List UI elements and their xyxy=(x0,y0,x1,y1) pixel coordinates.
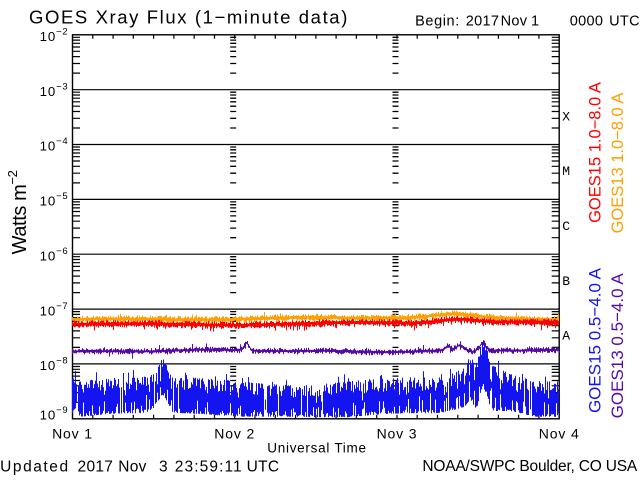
svg-text:Universal Time: Universal Time xyxy=(267,441,367,456)
svg-text:1: 1 xyxy=(531,14,539,30)
svg-text:M: M xyxy=(562,164,570,179)
svg-text:C: C xyxy=(562,219,570,234)
svg-text:0000: 0000 xyxy=(570,14,603,30)
svg-text:GOES13 0.5−4.0 A: GOES13 0.5−4.0 A xyxy=(608,273,627,419)
svg-text:GOES13 1.0−8.0 A: GOES13 1.0−8.0 A xyxy=(609,93,627,234)
svg-text:UTC: UTC xyxy=(609,14,640,30)
svg-text:NOAA/SWPC Boulder, CO USA: NOAA/SWPC Boulder, CO USA xyxy=(422,458,638,475)
svg-text:B: B xyxy=(562,274,570,289)
svg-text:Nov: Nov xyxy=(501,14,528,30)
svg-text:X: X xyxy=(562,109,570,124)
svg-text:GOES15 0.5−4.0 A: GOES15 0.5−4.0 A xyxy=(586,267,605,413)
svg-text:3: 3 xyxy=(159,459,168,476)
svg-text:2017: 2017 xyxy=(78,459,114,476)
svg-text:Nov: Nov xyxy=(118,459,146,476)
svg-text:Nov 1: Nov 1 xyxy=(52,426,93,442)
svg-text:GOES Xray Flux (1−minute data): GOES Xray Flux (1−minute data) xyxy=(29,7,349,28)
svg-text:Begin:: Begin: xyxy=(415,14,460,30)
svg-text:Watts m−2: Watts m−2 xyxy=(5,170,31,254)
svg-text:A: A xyxy=(562,329,570,344)
svg-text:GOES15 1.0−8.0 A: GOES15 1.0−8.0 A xyxy=(587,82,605,223)
svg-text:23:59:11: 23:59:11 xyxy=(175,459,243,476)
svg-text:UTC: UTC xyxy=(247,459,280,476)
svg-text:2017: 2017 xyxy=(466,14,499,30)
svg-text:Nov 4: Nov 4 xyxy=(539,426,580,442)
svg-text:Updated: Updated xyxy=(0,459,69,476)
svg-text:Nov 3: Nov 3 xyxy=(377,426,418,442)
svg-text:Nov 2: Nov 2 xyxy=(214,426,255,442)
